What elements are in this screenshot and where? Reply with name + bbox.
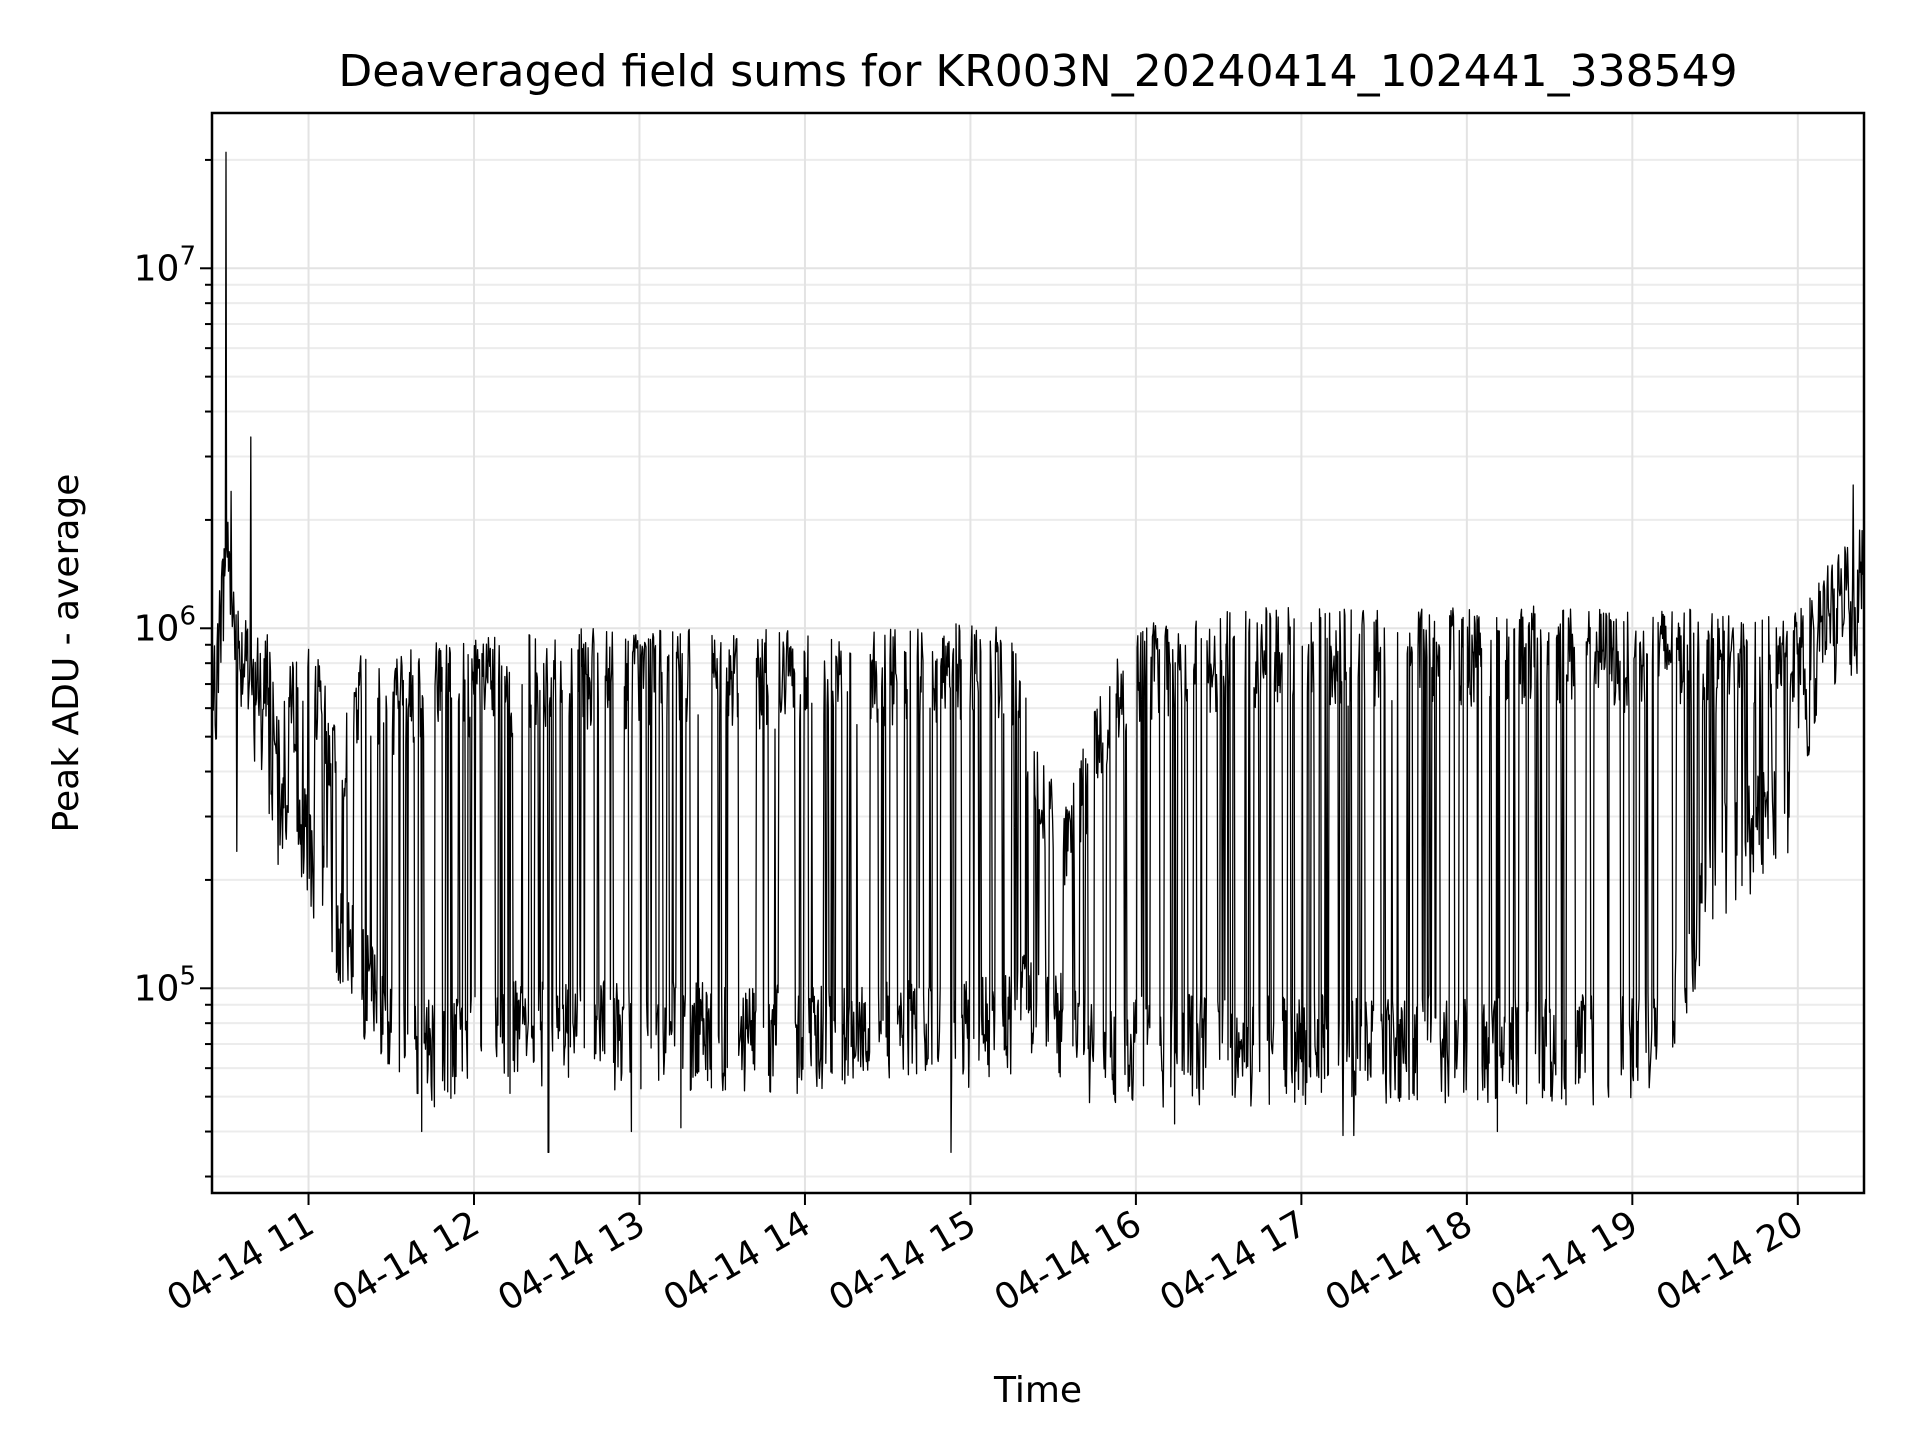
x-tick-label: 04-14 16 (988, 1203, 1149, 1319)
x-tick-label: 04-14 15 (822, 1203, 983, 1319)
x-tick-label: 04-14 14 (657, 1203, 818, 1319)
x-tick-label: 04-14 19 (1484, 1203, 1645, 1319)
y-tick-label: 106 (134, 601, 196, 649)
x-tick-label: 04-14 17 (1153, 1203, 1314, 1319)
x-tick-label: 04-14 13 (491, 1203, 652, 1319)
y-axis-ticks: 105 106 107 (134, 158, 212, 1178)
series-line (211, 151, 1865, 1154)
x-axis-ticks: 04-14 11 04-14 12 04-14 13 04-14 14 04-14 15… (160, 1193, 1810, 1320)
x-tick-label: 04-14 20 (1650, 1203, 1811, 1319)
x-tick-label: 04-14 18 (1319, 1203, 1480, 1319)
series-line-path (211, 151, 1865, 1154)
chart-title: Deaveraged field sums for KR003N_2024041… (338, 46, 1737, 97)
plot-area (210, 111, 1866, 1195)
y-axis-label: Peak ADU - average (46, 474, 87, 833)
x-tick-label: 04-14 12 (326, 1203, 487, 1319)
y-tick-label: 107 (134, 241, 196, 289)
minor-gridlines (212, 158, 1864, 1178)
x-axis-label: Time (993, 1370, 1082, 1411)
y-tick-label: 105 (134, 961, 196, 1009)
x-tick-label: 04-14 11 (160, 1203, 321, 1319)
